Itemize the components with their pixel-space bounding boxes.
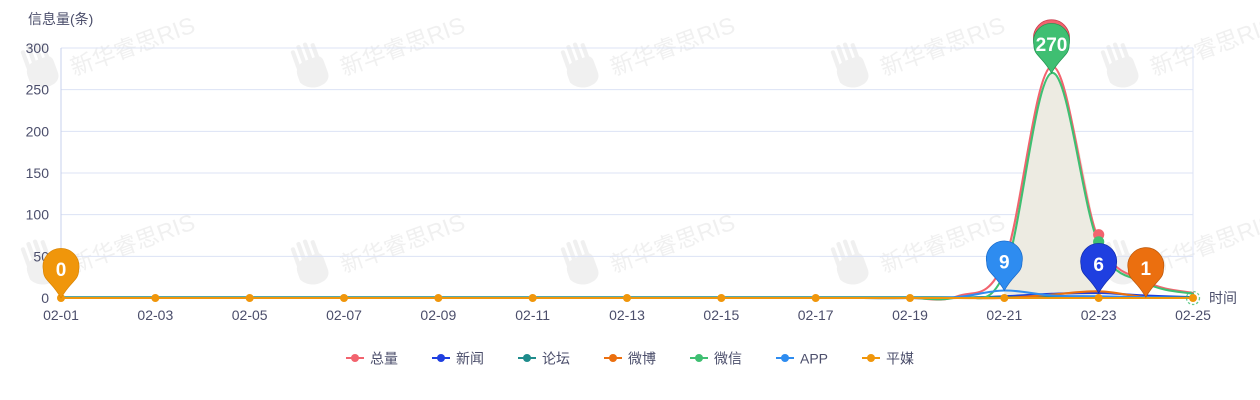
svg-text:02-23: 02-23 bbox=[1081, 307, 1117, 323]
svg-text:02-11: 02-11 bbox=[515, 307, 550, 323]
svg-text:02-19: 02-19 bbox=[892, 307, 928, 323]
svg-text:300: 300 bbox=[26, 40, 50, 56]
svg-text:9: 9 bbox=[999, 253, 1010, 274]
svg-text:150: 150 bbox=[26, 165, 50, 181]
svg-text:0: 0 bbox=[56, 260, 67, 281]
svg-text:02-01: 02-01 bbox=[43, 307, 79, 323]
svg-text:200: 200 bbox=[26, 123, 50, 139]
svg-text:02-13: 02-13 bbox=[609, 307, 645, 323]
svg-text:02-21: 02-21 bbox=[986, 307, 1022, 323]
svg-text:1: 1 bbox=[1141, 259, 1152, 280]
svg-text:02-03: 02-03 bbox=[137, 307, 173, 323]
svg-text:时间: 时间 bbox=[1209, 290, 1237, 306]
svg-text:信息量(条): 信息量(条) bbox=[28, 11, 93, 27]
svg-text:02-15: 02-15 bbox=[703, 307, 739, 323]
svg-text:02-17: 02-17 bbox=[798, 307, 834, 323]
svg-text:02-25: 02-25 bbox=[1175, 307, 1211, 323]
svg-text:270: 270 bbox=[1036, 35, 1068, 56]
svg-text:02-05: 02-05 bbox=[232, 307, 268, 323]
svg-text:02-07: 02-07 bbox=[326, 307, 362, 323]
svg-text:250: 250 bbox=[26, 82, 50, 98]
svg-text:0: 0 bbox=[41, 290, 49, 306]
svg-text:02-09: 02-09 bbox=[420, 307, 456, 323]
svg-text:100: 100 bbox=[26, 207, 50, 223]
svg-text:6: 6 bbox=[1093, 255, 1104, 276]
